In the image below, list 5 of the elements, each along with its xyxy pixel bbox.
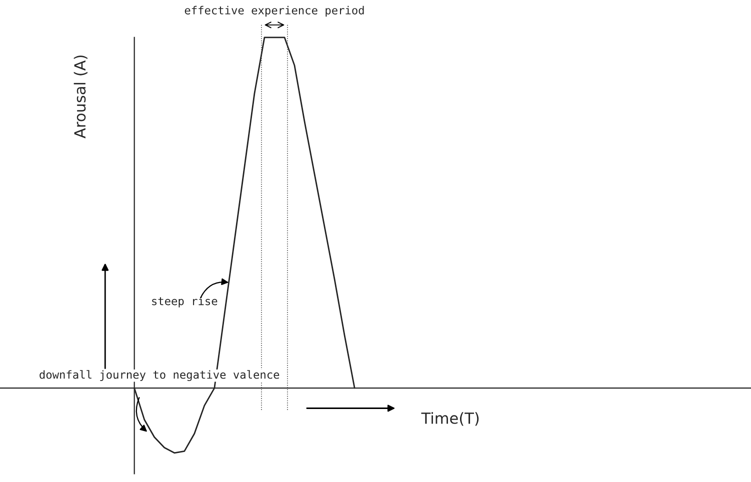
text: effective experience period — [184, 6, 364, 17]
y-axis-title: Arousal (A) — [74, 56, 88, 138]
annotation: steep rise — [152, 296, 218, 308]
x-axis-title: Time(T) — [421, 412, 479, 426]
annotation: downfall journey to negative valence — [40, 370, 280, 382]
